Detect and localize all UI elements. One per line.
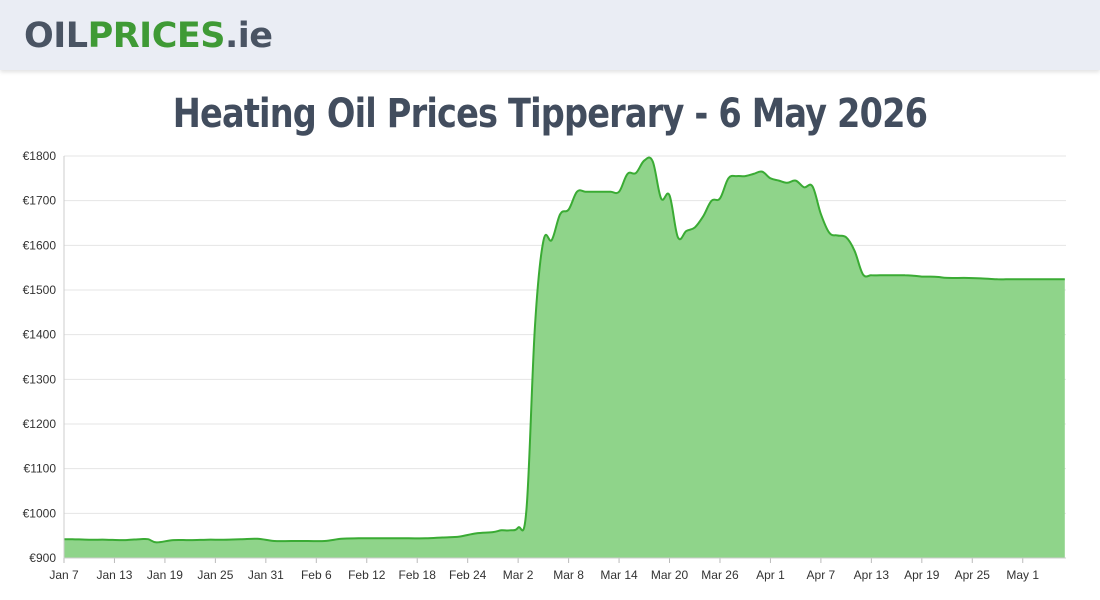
x-tick-label: Feb 24 xyxy=(449,568,487,582)
x-tick-label: Jan 25 xyxy=(197,568,233,582)
x-tick-label: Apr 13 xyxy=(854,568,890,582)
site-logo[interactable]: OILPRICES.ie xyxy=(24,14,273,58)
y-tick-label: €1600 xyxy=(23,238,57,252)
logo-text-ie: .ie xyxy=(225,16,273,56)
y-tick-label: €1500 xyxy=(23,283,57,297)
y-tick-label: €1400 xyxy=(23,328,57,342)
x-tick-label: Jan 31 xyxy=(248,568,284,582)
price-area xyxy=(64,157,1065,559)
x-tick-label: Jan 13 xyxy=(96,568,132,582)
y-tick-label: €900 xyxy=(29,551,56,565)
y-tick-label: €1200 xyxy=(23,417,57,431)
x-tick-label: Mar 2 xyxy=(503,568,534,582)
logo-text-prices: PRICES xyxy=(87,16,226,56)
x-tick-label: Apr 7 xyxy=(807,568,836,582)
x-tick-label: Apr 25 xyxy=(955,568,991,582)
x-tick-label: Feb 12 xyxy=(348,568,386,582)
x-tick-label: Feb 18 xyxy=(399,568,437,582)
site-header: OILPRICES.ie xyxy=(0,0,1100,70)
y-tick-label: €1100 xyxy=(24,462,57,476)
x-tick-label: Jan 7 xyxy=(49,568,79,582)
x-axis-ticks: Jan 7 Jan 13 Jan 19 Jan 25 Jan 31 Feb 6 Feb 12… xyxy=(49,558,1039,582)
page-title: Heating Oil Prices Tipperary - 6 May 202… xyxy=(172,91,928,137)
x-tick-label: Apr 19 xyxy=(904,568,940,582)
x-tick-label: Apr 1 xyxy=(756,568,785,582)
y-axis-ticks: €900 €1000 €1100 €1200 €1300 €1400 €1500 €1600 €… xyxy=(23,149,57,565)
x-tick-label: May 1 xyxy=(1006,568,1039,582)
x-tick-label: Mar 8 xyxy=(553,568,584,582)
x-tick-label: Mar 20 xyxy=(651,568,689,582)
logo-text-oil: OIL xyxy=(24,16,88,56)
y-tick-label: €1300 xyxy=(23,372,57,386)
price-line xyxy=(64,156,1065,544)
x-tick-label: Mar 26 xyxy=(701,568,739,582)
y-tick-label: €1700 xyxy=(23,194,57,208)
y-tick-label: €1000 xyxy=(23,506,57,520)
x-tick-label: Feb 6 xyxy=(301,568,332,582)
x-tick-label: Mar 14 xyxy=(600,568,638,582)
y-tick-label: €1800 xyxy=(23,149,57,163)
x-tick-label: Jan 19 xyxy=(147,568,183,582)
